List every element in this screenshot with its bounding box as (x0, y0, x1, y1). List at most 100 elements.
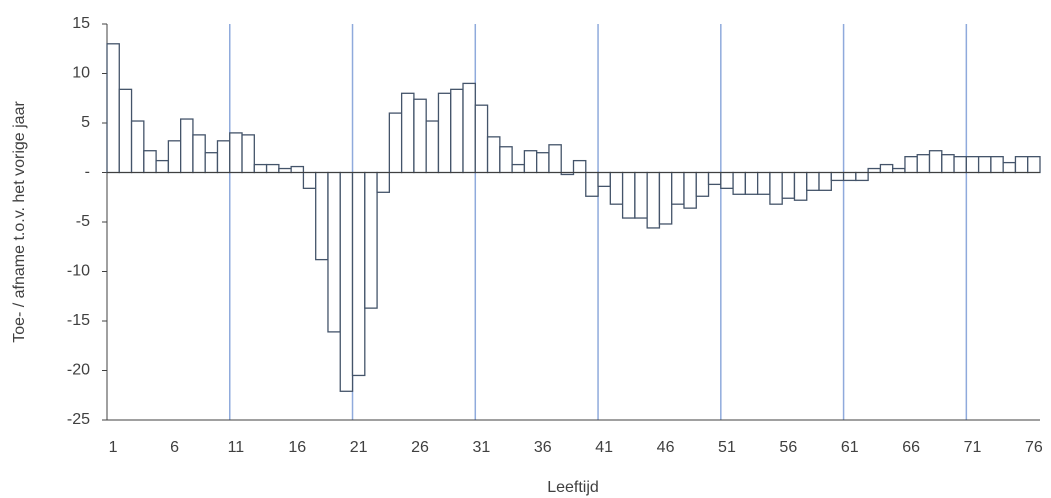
y-tick-label: -25 (67, 411, 90, 428)
bar (1014, 156, 1029, 174)
bar (707, 171, 722, 186)
x-tick-label: 26 (411, 439, 429, 456)
x-tick-label: 76 (1025, 439, 1043, 456)
bar (241, 134, 255, 174)
bar (769, 171, 783, 205)
bar (756, 171, 771, 195)
bar (265, 163, 280, 174)
bar (339, 171, 354, 392)
bar (400, 92, 415, 174)
bar (892, 167, 906, 174)
bar (511, 163, 526, 174)
bar (732, 171, 747, 195)
bar (671, 171, 685, 205)
bar (376, 171, 391, 193)
bar (646, 171, 661, 229)
bar (167, 140, 182, 174)
bar (437, 92, 452, 174)
bar (180, 118, 194, 174)
bar (388, 112, 403, 174)
bar (413, 98, 427, 174)
x-axis-title: Leeftijd (547, 479, 599, 496)
bar (806, 171, 820, 191)
x-tick-label: 11 (228, 439, 245, 456)
bar (990, 156, 1004, 174)
bar (523, 150, 538, 174)
bar (106, 43, 120, 174)
bar (855, 171, 869, 182)
bar (793, 171, 808, 201)
bar (965, 156, 980, 174)
bar (192, 134, 206, 174)
y-tick-label: -10 (67, 263, 90, 280)
x-tick-label: 56 (779, 439, 797, 456)
x-tick-label: 46 (657, 439, 675, 456)
bar (658, 171, 673, 225)
x-tick-label: 51 (718, 439, 736, 456)
bar (1027, 156, 1041, 174)
bar (720, 171, 734, 189)
bar (1002, 161, 1017, 174)
y-tick-label: -5 (76, 213, 90, 230)
y-tick-label: -20 (67, 362, 90, 379)
y-tick-label: 15 (72, 15, 90, 32)
bar (450, 88, 464, 174)
x-tick-label: 6 (170, 439, 179, 456)
bar (941, 154, 955, 174)
bar (977, 156, 992, 174)
bar (216, 140, 231, 174)
bar (204, 152, 219, 174)
bar (781, 171, 796, 199)
bar (916, 154, 931, 174)
bar (548, 144, 562, 174)
x-tick-label: 41 (595, 439, 613, 456)
bar (278, 167, 292, 174)
bar (474, 104, 489, 174)
bar (904, 156, 918, 174)
bar (683, 171, 697, 209)
y-tick-label: 5 (81, 114, 90, 131)
x-tick-label: 1 (109, 439, 118, 456)
y-axis-title: Toe- / afname t.o.v. het vorige jaar (11, 101, 28, 343)
bar (315, 171, 329, 261)
bar (597, 171, 611, 188)
bar (143, 150, 157, 174)
bar (818, 171, 832, 191)
bar (499, 146, 513, 174)
x-tick-label: 36 (534, 439, 552, 456)
bar (609, 171, 624, 205)
bar (928, 150, 943, 174)
bar (695, 171, 710, 197)
x-tick-label: 16 (288, 439, 306, 456)
bar (486, 136, 501, 174)
bar (879, 163, 894, 174)
bar (130, 120, 145, 174)
bar (585, 171, 599, 197)
bar (572, 159, 587, 174)
bar (364, 171, 378, 309)
x-tick-label: 21 (350, 439, 368, 456)
x-tick-label: 71 (964, 439, 982, 456)
bar (953, 156, 967, 174)
bar (290, 165, 305, 174)
bar (842, 171, 857, 182)
x-tick-label: 61 (841, 439, 859, 456)
bar (327, 171, 341, 333)
bar (536, 152, 550, 174)
y-tick-label: -15 (67, 312, 90, 329)
y-tick-label: 10 (72, 65, 90, 82)
bar (830, 171, 845, 182)
bar (634, 171, 648, 219)
bar (867, 167, 882, 174)
bar (351, 171, 366, 377)
x-tick-label: 31 (473, 439, 491, 456)
bar (229, 132, 243, 174)
bar (621, 171, 636, 219)
bar (744, 171, 759, 195)
bar (302, 171, 317, 189)
bar (155, 159, 170, 174)
bar (425, 120, 440, 174)
x-tick-label: 66 (902, 439, 920, 456)
bar (462, 82, 476, 174)
